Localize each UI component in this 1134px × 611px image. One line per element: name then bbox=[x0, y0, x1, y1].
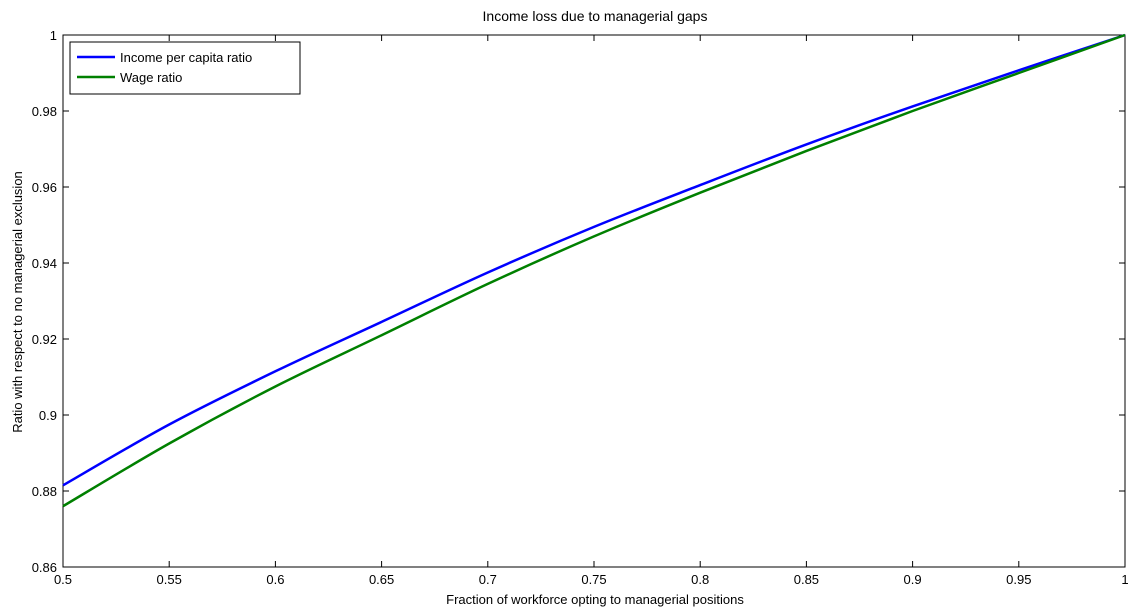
legend-entry-label: Wage ratio bbox=[120, 70, 182, 85]
legend: Income per capita ratio Wage ratio bbox=[69, 41, 301, 95]
y-tick-label: 0.9 bbox=[39, 408, 57, 423]
legend-entry-label: Income per capita ratio bbox=[120, 50, 252, 65]
x-tick-label: 0.75 bbox=[581, 572, 606, 587]
x-tick-label: 0.8 bbox=[691, 572, 709, 587]
y-tick-labels: 0.86 0.88 0.9 0.92 0.94 0.96 0.98 1 bbox=[32, 28, 57, 575]
legend-box bbox=[69, 41, 301, 95]
y-tick-label: 0.94 bbox=[32, 256, 57, 271]
y-tick-label: 0.92 bbox=[32, 332, 57, 347]
y-tick-label: 0.88 bbox=[32, 484, 57, 499]
x-tick-label: 0.5 bbox=[54, 572, 72, 587]
chart-title: Income loss due to managerial gaps bbox=[483, 8, 708, 24]
x-tick-label: 0.9 bbox=[904, 572, 922, 587]
series-line-2 bbox=[62, 33, 1126, 508]
axis-ticks bbox=[62, 34, 1126, 568]
series-lines bbox=[62, 33, 1126, 508]
y-axis-label: Ratio with respect to no managerial excl… bbox=[10, 171, 25, 433]
y-tick-label: 1 bbox=[50, 28, 57, 43]
x-tick-label: 0.6 bbox=[266, 572, 284, 587]
x-axis-label: Fraction of workforce opting to manageri… bbox=[446, 592, 744, 607]
x-tick-label: 0.65 bbox=[369, 572, 394, 587]
x-tick-label: 0.55 bbox=[157, 572, 182, 587]
y-tick-label: 0.96 bbox=[32, 180, 57, 195]
x-tick-label: 0.95 bbox=[1006, 572, 1031, 587]
y-tick-label: 0.98 bbox=[32, 104, 57, 119]
x-tick-label: 0.85 bbox=[794, 572, 819, 587]
x-tick-labels: 0.5 0.55 0.6 0.65 0.7 0.75 0.8 0.85 0.9 0.95 1 bbox=[54, 572, 1129, 587]
series-line-1 bbox=[62, 33, 1126, 487]
x-tick-label: 1 bbox=[1121, 572, 1128, 587]
x-tick-label: 0.7 bbox=[479, 572, 497, 587]
y-tick-label: 0.86 bbox=[32, 560, 57, 575]
plot-frame bbox=[62, 34, 1126, 568]
